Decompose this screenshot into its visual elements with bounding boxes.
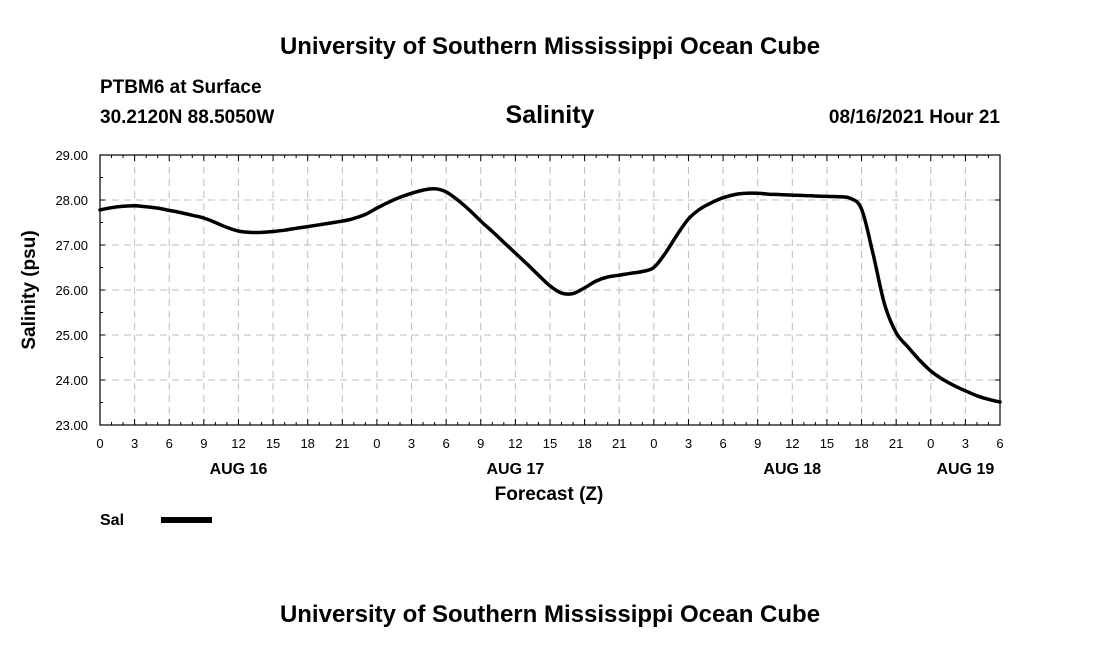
x-tick-label: 9 (477, 436, 484, 451)
grid-lines (100, 155, 1000, 425)
x-tick-label: 21 (335, 436, 349, 451)
x-date-label: AUG 17 (486, 461, 544, 478)
y-tick-label: 23.00 (55, 418, 88, 433)
x-tick-label: 18 (577, 436, 591, 451)
coordinates-label: 30.2120N 88.5050W (100, 107, 275, 128)
x-tick-label: 15 (820, 436, 834, 451)
x-date-label: AUG 16 (210, 461, 268, 478)
legend-label: Sal (100, 512, 124, 529)
x-axis-title: Forecast (Z) (495, 484, 604, 505)
x-tick-label: 0 (927, 436, 934, 451)
axis-ticks (99, 154, 1001, 426)
x-tick-label: 18 (854, 436, 868, 451)
x-date-label: AUG 18 (763, 461, 821, 478)
y-tick-label: 27.00 (55, 238, 88, 253)
y-tick-label: 29.00 (55, 148, 88, 163)
x-tick-label: 3 (685, 436, 692, 451)
x-tick-label: 0 (373, 436, 380, 451)
x-tick-label: 6 (443, 436, 450, 451)
y-tick-label: 28.00 (55, 193, 88, 208)
x-tick-label: 21 (889, 436, 903, 451)
y-axis-title: Salinity (psu) (19, 230, 40, 349)
page-title-top: University of Southern Mississippi Ocean… (279, 33, 821, 60)
x-tick-label: 9 (754, 436, 761, 451)
series-line-sal (98, 186, 1002, 404)
x-tick-label: 12 (231, 436, 245, 451)
y-tick-label: 25.00 (55, 328, 88, 343)
y-tick-label: 26.00 (55, 283, 88, 298)
x-tick-label: 18 (300, 436, 314, 451)
x-tick-label: 3 (131, 436, 138, 451)
x-date-label: AUG 19 (936, 461, 994, 478)
x-tick-label: 12 (785, 436, 799, 451)
x-tick-label: 15 (543, 436, 557, 451)
x-tick-label: 15 (266, 436, 280, 451)
axis-labels: 23.00 24.00 25.00 26.00 27.00 28.00 29.00 0 3 6 9 1… (55, 148, 1003, 478)
x-tick-label: 6 (166, 436, 173, 451)
chart-title: Salinity (505, 101, 595, 129)
x-tick-label: 3 (962, 436, 969, 451)
x-tick-label: 6 (996, 436, 1003, 451)
x-tick-label: 9 (200, 436, 207, 451)
y-tick-label: 24.00 (55, 373, 88, 388)
x-tick-label: 12 (508, 436, 522, 451)
x-tick-label: 0 (96, 436, 103, 451)
page-title-bottom: University of Southern Mississippi Ocean… (279, 601, 821, 628)
x-tick-label: 0 (650, 436, 657, 451)
date-hour-label: 08/16/2021 Hour 21 (828, 107, 1000, 128)
x-tick-label: 6 (719, 436, 726, 451)
station-label: PTBM6 at Surface (100, 77, 262, 98)
x-tick-label: 21 (612, 436, 626, 451)
x-tick-label: 3 (408, 436, 415, 451)
